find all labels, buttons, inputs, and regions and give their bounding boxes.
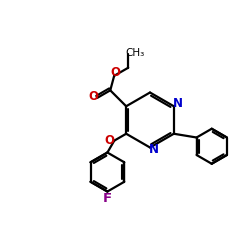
- Text: N: N: [172, 97, 182, 110]
- Text: N: N: [149, 143, 159, 156]
- Text: O: O: [105, 134, 115, 146]
- Text: F: F: [103, 192, 112, 205]
- Text: O: O: [88, 90, 98, 103]
- Text: CH₃: CH₃: [126, 48, 145, 58]
- Text: O: O: [110, 66, 120, 79]
